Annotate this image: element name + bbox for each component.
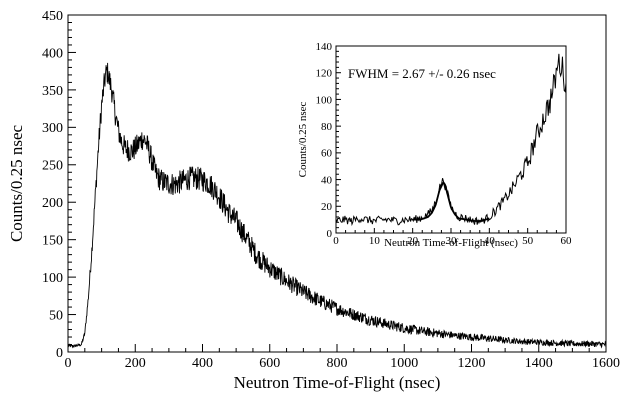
inset-y-axis-label: Counts/0.25 nsec [297,101,309,177]
main-x-tick-label: 600 [259,356,280,371]
main-y-tick-label: 250 [42,159,63,174]
main-x-tick-label: 200 [125,356,146,371]
main-x-tick-label: 800 [327,356,348,371]
inset-x-axis-label: Neutron Time-of-Flight (nsec) [384,237,518,249]
inset-fit-curve [412,181,490,222]
inset-y-tick-label: 60 [321,148,333,160]
inset-x-tick-label: 60 [561,235,573,247]
main-chart: 0 200 400 600 800 1000 1200 1400 1600 0501001502… [7,9,620,392]
main-y-tick-label: 100 [42,271,63,286]
main-y-tick-label: 400 [42,46,63,61]
inset-y-tick-label: 140 [316,41,333,53]
inset-y-tick-label: 120 [316,68,333,80]
main-x-tick-label: 1200 [458,356,486,371]
main-y-tick-label: 150 [42,234,63,249]
inset-y-tick-label: 20 [321,201,333,213]
inset-fwhm-annotation: FWHM = 2.67 +/- 0.26 nsec [348,66,496,81]
inset-y-tick-label: 0 [327,228,333,240]
inset-x-tick-label: 30 [446,235,458,247]
inset-chart: 0 10 20 30 40 50 60 0 20 40 60 80 100 120 140 FWHM = … [297,41,572,249]
main-y-tick-label: 350 [42,84,63,99]
main-y-axis-label: Counts/0.25 nsec [7,124,26,242]
inset-y-tick-label: 100 [316,94,333,106]
inset-x-tick-label: 0 [333,235,339,247]
main-series-group [67,62,607,349]
main-x-tick-label: 1000 [390,356,418,371]
main-x-axis-label: Neutron Time-of-Flight (nsec) [234,373,441,392]
main-y-axis: 0 50 100 150 200 250 300 350 400 450 [42,9,76,361]
inset-x-tick-label: 40 [484,235,496,247]
inset-x-tick-label: 50 [522,235,534,247]
inset-y-tick-label: 80 [321,121,333,133]
inset-series-group [335,53,567,227]
main-y-tick-label: 200 [42,196,63,211]
main-x-tick-label: 0 [65,356,72,371]
inset-y-tick-label: 40 [321,174,333,186]
inset-x-tick-label: 20 [407,235,419,247]
main-x-tick-label: 400 [192,356,213,371]
inset-x-axis: 0 10 20 30 40 50 60 [333,228,572,247]
main-x-axis: 0 200 400 600 800 1000 1200 1400 1600 [65,344,620,371]
main-y-tick-label: 0 [56,346,63,361]
main-data-line [67,62,607,349]
inset-y-axis: 0 20 40 60 80 100 120 140 [316,41,341,240]
main-y-tick-label: 50 [49,308,63,323]
main-y-tick-label: 450 [42,9,63,24]
inset-x-tick-label: 10 [369,235,381,247]
main-x-tick-label: 1400 [525,356,553,371]
main-x-tick-label: 1600 [592,356,620,371]
main-y-tick-label: 300 [42,121,63,136]
